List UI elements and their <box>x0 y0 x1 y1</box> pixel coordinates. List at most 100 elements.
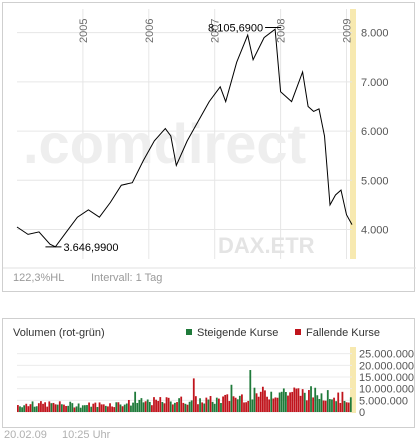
volume-bar <box>148 401 151 412</box>
volume-bar <box>257 396 260 412</box>
volume-bar <box>280 391 283 412</box>
year-label: 2008 <box>276 19 288 43</box>
volume-bar <box>331 399 333 412</box>
volume-bar <box>125 403 128 412</box>
volume-bar <box>316 395 319 412</box>
price-annotations: 8.105,6900 3.646,9900 <box>45 22 282 254</box>
volume-bar <box>132 402 134 412</box>
instrument-watermark: DAX.ETR <box>218 233 315 258</box>
volume-bar <box>155 399 157 412</box>
volume-bar <box>96 407 99 412</box>
volume-bar <box>213 403 216 412</box>
volume-bar <box>322 400 325 412</box>
volume-bar <box>174 402 176 412</box>
volume-bar <box>58 401 61 412</box>
volume-bar <box>56 404 59 412</box>
volume-y-tick-label: 20.000.000 <box>359 360 414 372</box>
volume-bar <box>245 402 248 412</box>
volume-bar <box>314 387 317 412</box>
volume-title: Volumen (rot-grün) <box>13 327 105 339</box>
volume-bar <box>100 404 103 412</box>
volume-bar <box>40 401 42 412</box>
volume-bar <box>73 407 76 412</box>
footer-date: 20.02.09 <box>4 429 47 441</box>
legend-up-swatch <box>186 329 192 335</box>
price-y-axis: 4.000 5.000 6.000 7.000 8.000 <box>361 28 389 237</box>
volume-bar <box>42 403 44 412</box>
volume-bar <box>142 402 145 412</box>
volume-bar <box>17 405 19 412</box>
volume-bar <box>232 396 235 412</box>
volume-bar <box>226 394 229 412</box>
volume-bar <box>299 395 302 412</box>
volume-bar <box>215 397 218 412</box>
volume-bar <box>349 397 352 412</box>
volume-bar <box>140 398 143 412</box>
volume-bar <box>98 402 101 412</box>
volume-bar <box>339 402 342 412</box>
volume-bar <box>27 406 30 412</box>
volume-bar <box>241 394 243 412</box>
volume-y-tick-label: 25.000.000 <box>359 349 414 361</box>
volume-bar <box>46 406 49 412</box>
volume-bar <box>184 403 187 412</box>
volume-bar <box>107 406 109 412</box>
volume-bar <box>33 406 36 412</box>
volume-bar <box>297 388 300 412</box>
volume-bar <box>161 401 164 412</box>
volume-bar <box>151 405 153 412</box>
volume-y-tick-label: 0 <box>359 407 365 419</box>
volume-bar <box>21 407 23 412</box>
volume-bar <box>303 392 306 412</box>
volume-bar <box>337 392 340 412</box>
year-label: 2009 <box>342 19 354 43</box>
price-y-tick-label: 4.000 <box>361 224 389 236</box>
volume-bar <box>301 389 304 412</box>
volume-bar <box>19 406 21 412</box>
volume-bar <box>328 399 331 412</box>
legend-down-swatch <box>295 329 301 335</box>
volume-bar <box>192 378 195 412</box>
volume-bar <box>52 402 55 412</box>
volume-bar <box>247 400 250 412</box>
volume-bar <box>130 405 132 412</box>
volume-bar <box>291 391 294 412</box>
volume-bar <box>153 397 155 412</box>
volume-bar <box>324 400 327 412</box>
volume-bar <box>48 401 51 412</box>
volume-bar <box>201 402 204 412</box>
volume-bar <box>167 397 170 412</box>
volume-bar <box>251 399 254 412</box>
footer-time: 10:25 Uhr <box>62 429 111 441</box>
volume-bar <box>228 401 231 412</box>
volume-bar <box>144 401 147 412</box>
volume-bar <box>60 404 63 412</box>
volume-bar <box>50 403 53 412</box>
volume-bar <box>31 401 34 412</box>
volume-bar <box>218 398 220 412</box>
volume-bar <box>268 399 271 412</box>
volume-y-tick-label: 15.000.000 <box>359 372 414 384</box>
volume-bar <box>347 402 350 412</box>
volume-bar <box>230 384 233 412</box>
volume-bar <box>138 399 141 412</box>
volume-bar <box>238 395 241 412</box>
volume-bar <box>264 390 266 412</box>
volume-bar <box>182 402 185 412</box>
volume-bar <box>90 406 93 412</box>
volume-bar <box>261 386 264 412</box>
volume-y-tick-label: 5.000.000 <box>359 395 408 407</box>
low-annotation-label: 3.646,9900 <box>63 242 118 254</box>
volume-bar <box>71 403 74 412</box>
volume-bar <box>123 404 126 412</box>
volume-bar <box>345 402 348 412</box>
volume-bar <box>259 391 262 412</box>
volume-bar <box>115 402 118 412</box>
price-chart-panel: .comdirect DAX.ETR 2005 2006 2007 2008 2009 … <box>2 2 416 292</box>
volume-bar <box>119 404 122 412</box>
volume-bar <box>249 370 252 412</box>
volume-bar <box>274 397 277 412</box>
volume-bar <box>84 405 86 412</box>
volume-bar <box>136 402 139 412</box>
